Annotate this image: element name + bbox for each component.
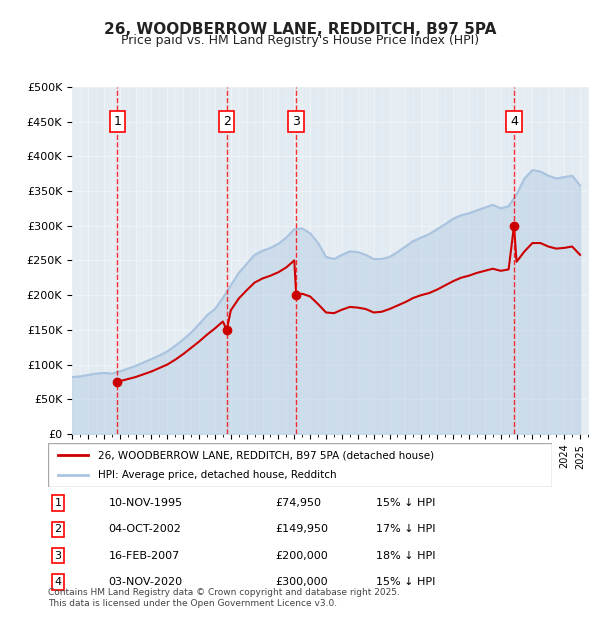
Text: Price paid vs. HM Land Registry's House Price Index (HPI): Price paid vs. HM Land Registry's House … bbox=[121, 34, 479, 47]
Text: £200,000: £200,000 bbox=[275, 551, 328, 560]
Text: 2: 2 bbox=[223, 115, 231, 128]
Text: 26, WOODBERROW LANE, REDDITCH, B97 5PA: 26, WOODBERROW LANE, REDDITCH, B97 5PA bbox=[104, 22, 496, 37]
Text: 16-FEB-2007: 16-FEB-2007 bbox=[109, 551, 180, 560]
Text: HPI: Average price, detached house, Redditch: HPI: Average price, detached house, Redd… bbox=[98, 469, 337, 479]
Bar bbox=[469, 87, 485, 434]
Text: 26, WOODBERROW LANE, REDDITCH, B97 5PA (detached house): 26, WOODBERROW LANE, REDDITCH, B97 5PA (… bbox=[98, 451, 434, 461]
Bar bbox=[310, 87, 326, 434]
Text: 10-NOV-1995: 10-NOV-1995 bbox=[109, 498, 182, 508]
Bar bbox=[564, 87, 580, 434]
Text: 1: 1 bbox=[113, 115, 121, 128]
Text: 3: 3 bbox=[292, 115, 300, 128]
Bar bbox=[342, 87, 358, 434]
Text: £300,000: £300,000 bbox=[275, 577, 328, 587]
Text: 15% ↓ HPI: 15% ↓ HPI bbox=[376, 498, 435, 508]
Bar bbox=[215, 87, 231, 434]
Bar bbox=[437, 87, 453, 434]
Bar bbox=[532, 87, 548, 434]
Text: 17% ↓ HPI: 17% ↓ HPI bbox=[376, 525, 435, 534]
Text: £74,950: £74,950 bbox=[275, 498, 321, 508]
Bar bbox=[247, 87, 263, 434]
Text: 15% ↓ HPI: 15% ↓ HPI bbox=[376, 577, 435, 587]
Bar bbox=[374, 87, 389, 434]
Text: 3: 3 bbox=[55, 551, 62, 560]
Text: 03-NOV-2020: 03-NOV-2020 bbox=[109, 577, 182, 587]
Text: £149,950: £149,950 bbox=[275, 525, 328, 534]
Bar bbox=[151, 87, 167, 434]
Text: 04-OCT-2002: 04-OCT-2002 bbox=[109, 525, 181, 534]
Bar bbox=[119, 87, 136, 434]
Text: 18% ↓ HPI: 18% ↓ HPI bbox=[376, 551, 435, 560]
Bar bbox=[500, 87, 517, 434]
Text: 4: 4 bbox=[55, 577, 62, 587]
Bar bbox=[278, 87, 294, 434]
Bar bbox=[406, 87, 421, 434]
Bar bbox=[183, 87, 199, 434]
Text: 2: 2 bbox=[55, 525, 62, 534]
Bar bbox=[88, 87, 104, 434]
Text: Contains HM Land Registry data © Crown copyright and database right 2025.
This d: Contains HM Land Registry data © Crown c… bbox=[48, 588, 400, 608]
FancyBboxPatch shape bbox=[48, 443, 552, 487]
Text: 4: 4 bbox=[510, 115, 518, 128]
Text: 1: 1 bbox=[55, 498, 62, 508]
